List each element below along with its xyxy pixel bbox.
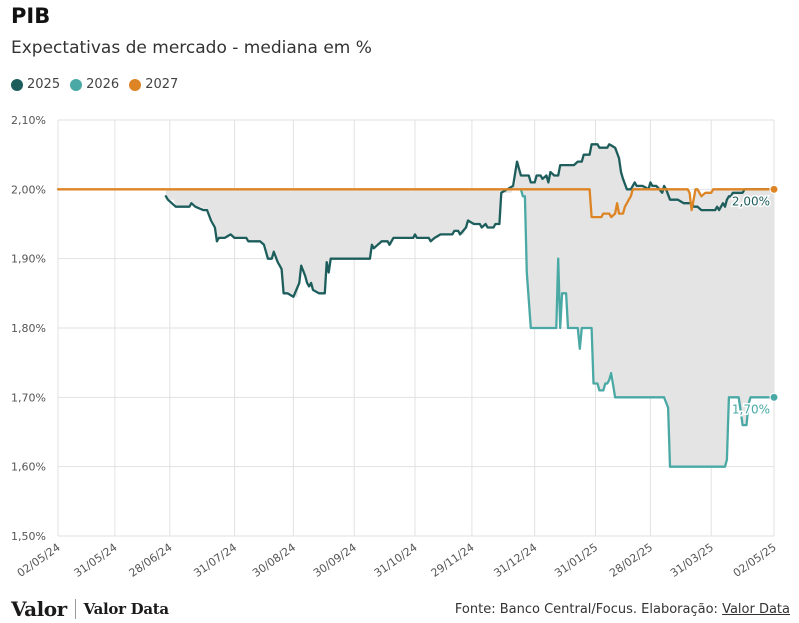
y-tick-label: 2,10% [11, 114, 46, 127]
x-tick-label: 31/12/24 [491, 541, 539, 580]
end-marker-2026 [769, 392, 779, 402]
x-tick-label: 30/08/24 [250, 541, 298, 580]
series-line-2026 [519, 188, 776, 468]
end-marker-2027 [769, 184, 779, 194]
legend-item-2025: 2025 [11, 77, 60, 92]
x-tick-label: 02/05/25 [731, 541, 779, 580]
legend: 2025 2026 2027 [11, 77, 178, 92]
series-line-2025 [164, 143, 776, 298]
y-tick-label: 1,50% [11, 530, 46, 543]
y-tick-label: 1,80% [11, 322, 46, 335]
chart-title: PIB [11, 4, 51, 28]
source-text: Fonte: Banco Central/Focus. Elaboração: [454, 602, 723, 617]
y-tick-label: 1,60% [11, 461, 46, 474]
chart-subtitle: Expectativas de mercado - mediana em % [11, 38, 372, 58]
logo-divider [74, 599, 76, 619]
legend-label-2025: 2025 [27, 77, 61, 92]
source-note: Fonte: Banco Central/Focus. Elaboração: … [455, 602, 790, 617]
y-tick-label: 1,70% [11, 391, 46, 404]
end-label-2025: 2,00% [732, 194, 770, 208]
x-tick-label: 02/05/24 [15, 541, 63, 580]
footer-logos: Valor Valor Data [11, 597, 169, 621]
legend-swatch-2025 [11, 78, 23, 91]
series-line-2027 [56, 188, 776, 219]
legend-label-2026: 2026 [86, 77, 120, 92]
legend-swatch-2027 [129, 78, 142, 91]
x-tick-label: 28/02/25 [607, 541, 655, 580]
x-tick-label: 29/11/24 [429, 541, 477, 580]
x-tick-label: 31/07/24 [191, 541, 239, 580]
x-tick-label: 28/06/24 [127, 541, 175, 580]
legend-label-2027: 2027 [145, 77, 179, 92]
range-shading [165, 144, 775, 467]
legend-swatch-2026 [70, 78, 83, 91]
x-tick-label: 30/09/24 [311, 541, 359, 580]
source-link[interactable]: Valor Data [722, 602, 790, 617]
legend-item-2027: 2027 [129, 77, 178, 92]
y-tick-label: 1,90% [11, 253, 46, 266]
valor-data-logo: Valor Data [83, 600, 169, 618]
x-tick-label: 31/05/24 [72, 541, 120, 580]
x-tick-label: 31/10/24 [372, 541, 420, 580]
end-label-2026: 1,70% [732, 402, 770, 416]
x-tick-label: 31/03/25 [668, 541, 716, 580]
valor-logo: Valor [11, 597, 67, 621]
x-tick-label: 31/01/25 [552, 541, 600, 580]
legend-item-2026: 2026 [70, 77, 119, 92]
y-tick-label: 2,00% [11, 183, 46, 196]
